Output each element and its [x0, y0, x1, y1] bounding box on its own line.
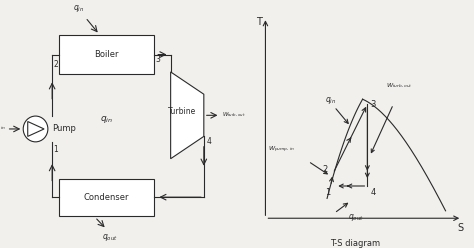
Text: $q_{in}$: $q_{in}$ — [100, 114, 113, 124]
Text: Pump: Pump — [53, 124, 76, 133]
Circle shape — [23, 116, 48, 142]
Text: Turbine: Turbine — [168, 107, 197, 116]
Text: 3: 3 — [370, 100, 375, 109]
Text: $q_{in}$: $q_{in}$ — [73, 3, 84, 14]
Text: 1: 1 — [53, 145, 58, 154]
Text: T-S diagram: T-S diagram — [330, 239, 381, 248]
Text: $q_{out}$: $q_{out}$ — [348, 213, 364, 223]
Text: 2: 2 — [53, 60, 58, 69]
Text: 1: 1 — [325, 188, 330, 197]
Text: $W_{turb,out}$: $W_{turb,out}$ — [222, 111, 246, 120]
Text: Condenser: Condenser — [84, 193, 129, 202]
Text: 2: 2 — [322, 165, 328, 174]
Text: T: T — [256, 17, 262, 27]
Text: $q_{in}$: $q_{in}$ — [325, 95, 336, 106]
Bar — [59, 35, 154, 74]
Text: $W_{pump,in}$: $W_{pump,in}$ — [0, 124, 6, 134]
Text: 4: 4 — [370, 188, 375, 197]
Polygon shape — [171, 72, 204, 159]
Text: 4: 4 — [206, 137, 211, 146]
Text: S: S — [457, 223, 464, 233]
Text: $W_{turb,out}$: $W_{turb,out}$ — [386, 82, 413, 90]
Bar — [59, 179, 154, 216]
Text: 3: 3 — [155, 55, 160, 64]
Text: $q_{out}$: $q_{out}$ — [102, 232, 118, 243]
Text: Boiler: Boiler — [94, 50, 119, 59]
Polygon shape — [27, 122, 44, 136]
Text: $W_{pump,in}$: $W_{pump,in}$ — [268, 145, 294, 155]
